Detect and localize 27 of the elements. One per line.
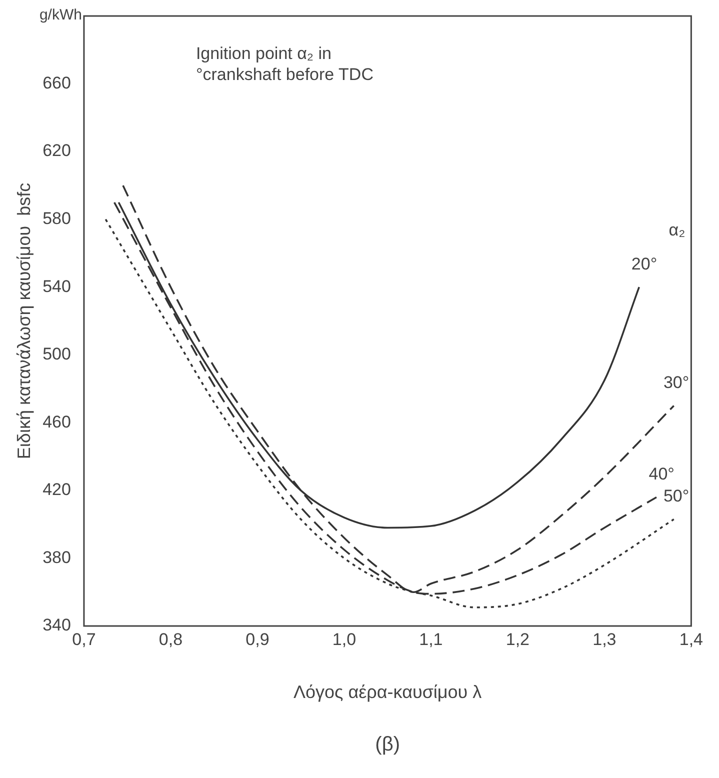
y-axis-title: Ειδική κατανάλωση καυσίμου bsfc	[14, 182, 34, 460]
x-axis-title: Λόγος αέρα-καυσίμου λ	[293, 682, 482, 702]
series-label: 20°	[631, 254, 658, 274]
series-label: 50°	[663, 486, 690, 506]
x-tick-label: 0,9	[246, 630, 270, 649]
y-tick-label: 580	[42, 209, 71, 228]
legend-title: α₂	[668, 220, 686, 240]
y-tick-label: 420	[42, 480, 71, 500]
text: g/kWh	[39, 6, 82, 24]
x-tick-label: 1,4	[679, 630, 704, 649]
annotation: Ignition point α₂ in °crankshaft before TDC	[196, 44, 374, 84]
y-tick-label: 660	[42, 73, 71, 92]
x-tick-label: 1,3	[592, 630, 616, 649]
y-tick-label: 460	[42, 412, 71, 432]
series-label: 40°	[648, 464, 674, 484]
y-tick-label: 620	[42, 141, 71, 160]
y-tick-label: 540	[42, 276, 71, 296]
x-tick-label: 1,2	[506, 630, 530, 649]
series-label: 30°	[663, 372, 690, 392]
y-tick-label: 340	[42, 616, 71, 635]
x-tick-label: 1,1	[419, 630, 443, 649]
x-tick-label: 0,7	[72, 630, 96, 649]
y-tick-label: 380	[42, 548, 71, 567]
text: (β)	[375, 734, 400, 756]
y-tick-label: 500	[42, 344, 71, 364]
x-tick-label: 0,8	[158, 630, 183, 649]
x-tick-label: 1,0	[332, 630, 356, 649]
